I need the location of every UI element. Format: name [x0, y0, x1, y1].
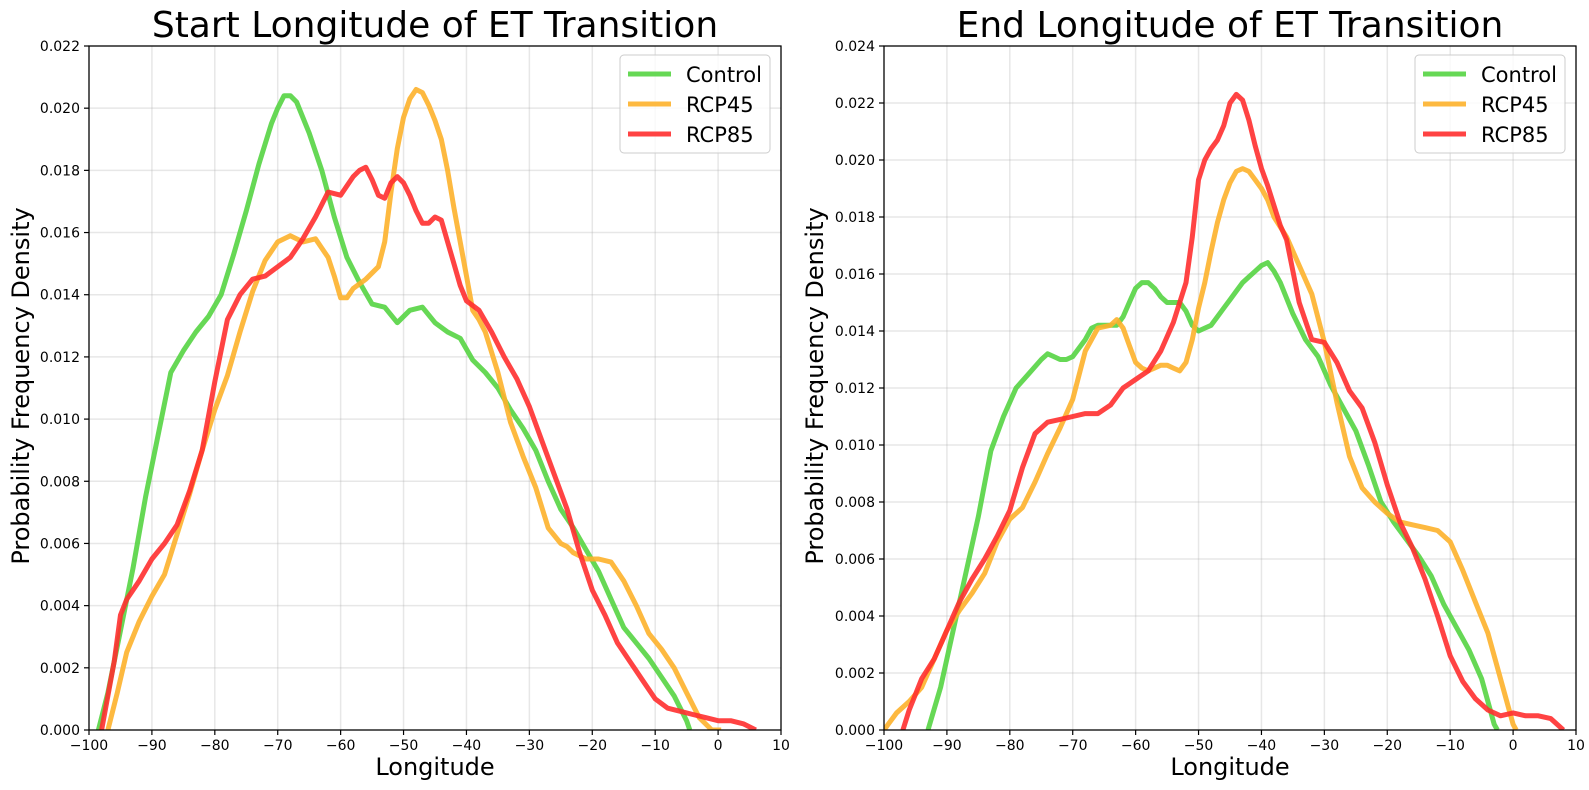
x-tick-label: −50 — [389, 738, 419, 754]
x-tick-label: −90 — [137, 738, 167, 754]
x-tick-label: −50 — [1184, 738, 1214, 754]
x-tick-label: 10 — [1567, 738, 1585, 754]
y-tick-label: 0.020 — [835, 153, 875, 169]
x-tick-label: 0 — [714, 738, 723, 754]
y-tick-label: 0.008 — [835, 495, 875, 511]
x-tick-label: −70 — [1058, 738, 1088, 754]
x-tick-label: −100 — [865, 738, 903, 754]
y-tick-label: 0.018 — [835, 210, 875, 226]
y-tick-label: 0.004 — [835, 609, 875, 625]
y-tick-label: 0.002 — [40, 661, 80, 677]
x-tick-label: 10 — [772, 738, 790, 754]
legend-label-rcp85: RCP85 — [686, 123, 754, 147]
legend-label-rcp85: RCP85 — [1481, 123, 1549, 147]
legend: Control RCP45 RCP85 — [619, 54, 771, 154]
y-tick-label: 0.022 — [40, 39, 80, 55]
y-tick-label: 0.006 — [835, 552, 875, 568]
x-ticks: −100 −90 −80 −70 −60 −50 −40 −30 −20 −10 0 10 — [70, 730, 790, 754]
x-tick-label: 0 — [1509, 738, 1518, 754]
series-line-rcp85 — [900, 91, 1566, 730]
y-tick-label: 0.010 — [835, 438, 875, 454]
y-tick-label: 0.016 — [40, 226, 80, 242]
x-ticks: −100 −90 −80 −70 −60 −50 −40 −30 −20 −10 0 10 — [865, 730, 1585, 754]
plot-area: −100 −90 −80 −70 −60 −50 −40 −30 −20 −10 0 100.0000… — [835, 39, 1585, 754]
plot-area: −100 −90 −80 −70 −60 −50 −40 −30 −20 −10 0 100.0000… — [40, 39, 790, 754]
y-tick-label: 0.022 — [835, 96, 875, 112]
x-tick-label: −40 — [452, 738, 482, 754]
y-axis-label: Probability Frequency Density — [801, 207, 829, 564]
series-group — [95, 87, 757, 730]
y-tick-label: 0.024 — [835, 39, 875, 55]
y-tick-label: 0.008 — [40, 474, 80, 490]
legend-label-rcp45: RCP45 — [1481, 93, 1549, 117]
x-tick-label: −10 — [1435, 738, 1465, 754]
y-tick-label: 0.018 — [40, 163, 80, 179]
x-tick-label: −10 — [640, 738, 670, 754]
y-axis-label: Probability Frequency Density — [7, 207, 35, 564]
series-line-control — [925, 260, 1500, 730]
x-tick-label: −20 — [1372, 738, 1402, 754]
y-tick-label: 0.006 — [40, 536, 80, 552]
y-tick-label: 0.014 — [835, 324, 875, 340]
y-tick-label: 0.004 — [40, 599, 80, 615]
chart-title: Start Longitude of ET Transition — [152, 5, 718, 46]
x-axis-label: Longitude — [1170, 753, 1289, 781]
legend: Control RCP45 RCP85 — [1414, 54, 1566, 154]
series-line-rcp45 — [884, 166, 1519, 730]
legend-box — [619, 54, 771, 154]
x-tick-label: −40 — [1247, 738, 1277, 754]
y-tick-label: 0.014 — [40, 288, 80, 304]
legend-label-control: Control — [1481, 63, 1557, 87]
x-tick-label: −60 — [326, 738, 356, 754]
legend-box — [1414, 54, 1566, 154]
y-tick-label: 0.012 — [40, 350, 80, 366]
y-ticks: 0.000 0.002 0.004 0.006 0.008 0.010 0.012 0.014… — [835, 39, 884, 739]
y-tick-label: 0.016 — [835, 267, 875, 283]
y-tick-label: 0.010 — [40, 412, 80, 428]
y-tick-label: 0.020 — [40, 101, 80, 117]
x-tick-label: −80 — [200, 738, 230, 754]
legend-label-control: Control — [686, 63, 762, 87]
x-axis-label: Longitude — [375, 753, 494, 781]
y-tick-label: 0.000 — [40, 723, 80, 739]
x-tick-label: −30 — [1310, 738, 1340, 754]
x-tick-label: −30 — [515, 738, 545, 754]
x-tick-label: −70 — [263, 738, 293, 754]
series-group — [884, 91, 1566, 730]
series-line-rcp45 — [105, 87, 722, 730]
y-ticks: 0.000 0.002 0.004 0.006 0.008 0.010 0.012 0.014… — [40, 39, 89, 739]
x-tick-label: −20 — [577, 738, 607, 754]
y-tick-label: 0.012 — [835, 381, 875, 397]
x-tick-label: −80 — [995, 738, 1025, 754]
chart-end-longitude: −100 −90 −80 −70 −60 −50 −40 −30 −20 −10 0 100.0000… — [801, 5, 1585, 781]
axes-frame — [88, 45, 782, 731]
x-tick-label: −60 — [1121, 738, 1151, 754]
series-line-rcp85 — [99, 164, 757, 730]
y-tick-label: 0.000 — [835, 723, 875, 739]
chart-start-longitude: −100 −90 −80 −70 −60 −50 −40 −30 −20 −10 0 100.0000… — [7, 5, 790, 781]
y-tick-label: 0.002 — [835, 666, 875, 682]
x-tick-label: −100 — [70, 738, 108, 754]
legend-label-rcp45: RCP45 — [686, 93, 754, 117]
x-tick-label: −90 — [932, 738, 962, 754]
chart-title: End Longitude of ET Transition — [957, 5, 1504, 46]
series-line-control — [95, 93, 693, 730]
